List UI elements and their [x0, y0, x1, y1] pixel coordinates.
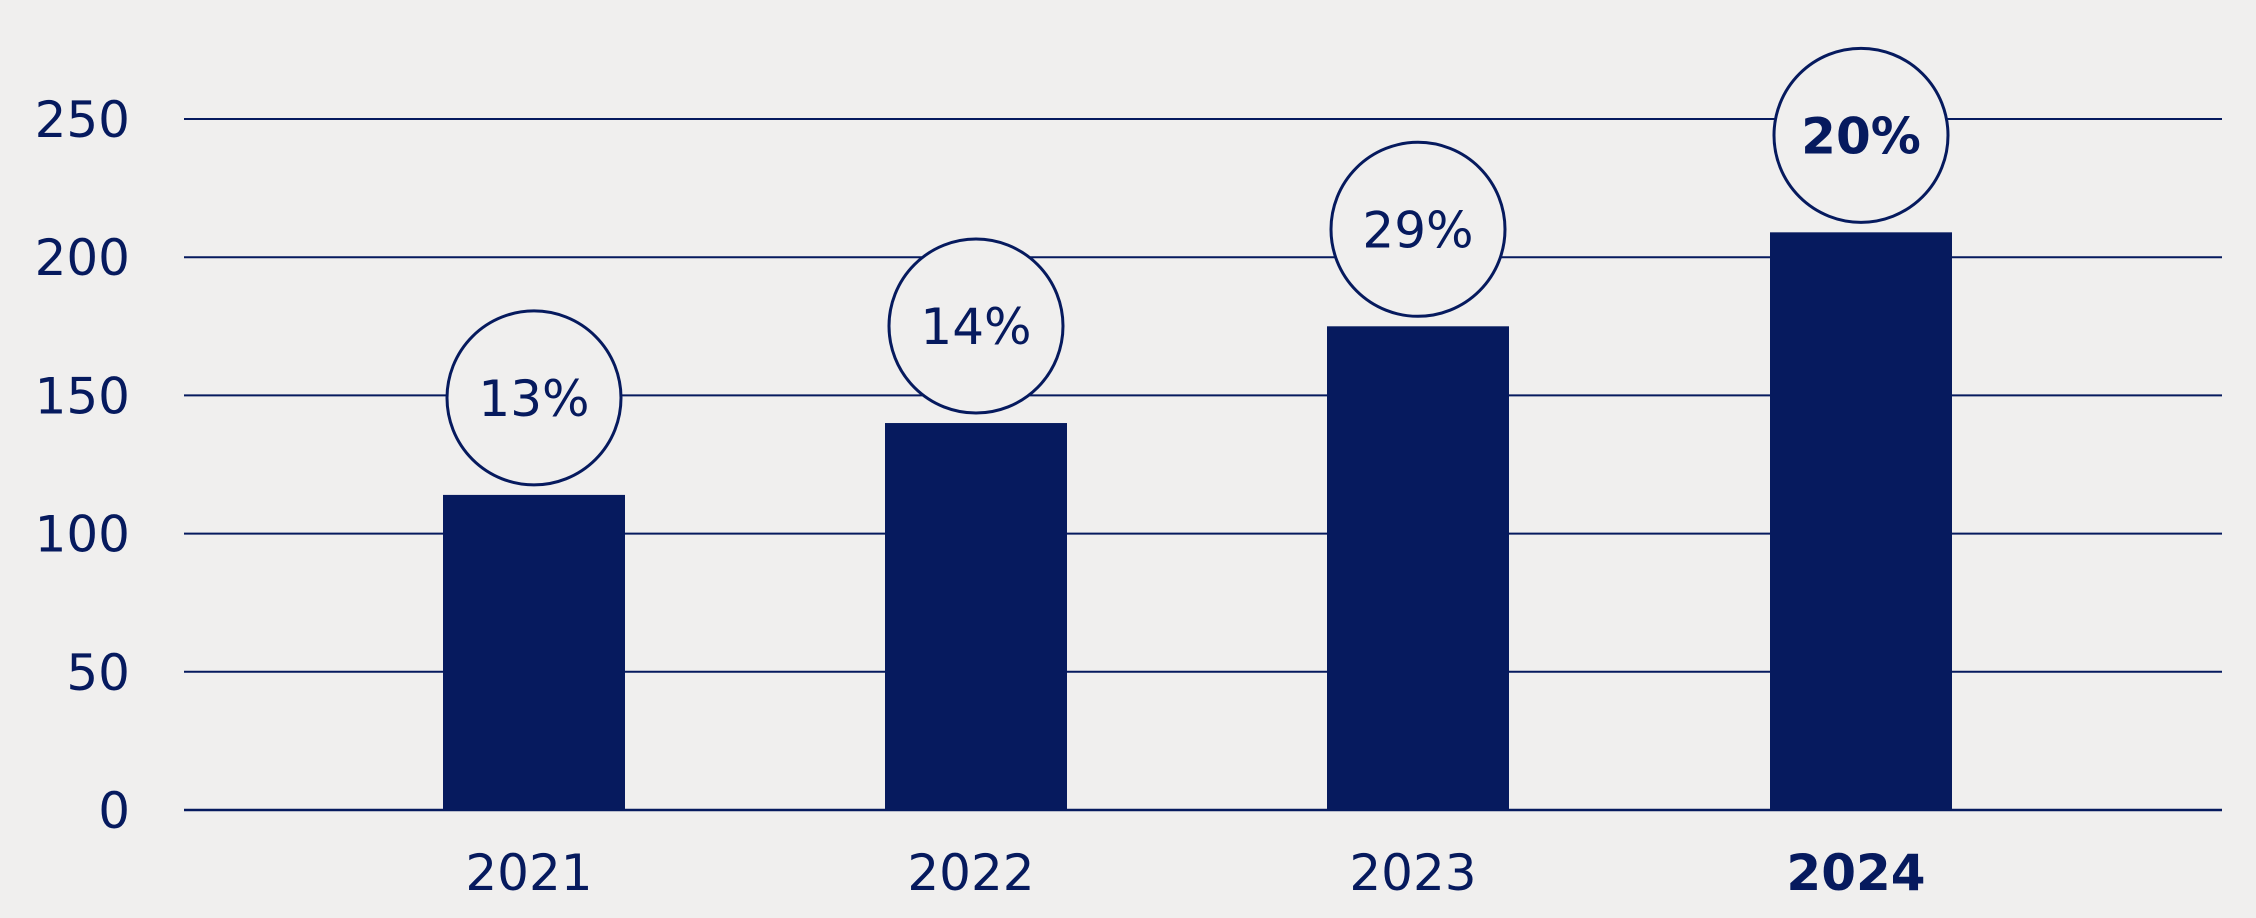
y-tick-label: 0	[98, 782, 130, 840]
growth-label-2024: 20%	[1801, 107, 1921, 165]
growth-label-2022: 14%	[920, 298, 1031, 356]
bar-2023	[1327, 326, 1509, 810]
y-tick-label: 250	[35, 91, 130, 149]
x-axis-labels: 2021 2022 2023 2024	[465, 844, 1925, 902]
y-axis-ticks: 0 50 100 150 200 250	[35, 91, 130, 840]
growth-label-2021: 13%	[478, 370, 589, 428]
x-tick-label-2024: 2024	[1786, 844, 1925, 902]
growth-label-2023: 29%	[1362, 201, 1473, 259]
growth-bubble-2021	[445, 309, 623, 487]
y-tick-label: 100	[35, 506, 130, 564]
x-tick-label-2022: 2022	[907, 844, 1034, 902]
growth-bubble-2022	[887, 237, 1065, 415]
bar-2024	[1770, 232, 1952, 811]
y-tick-label: 150	[35, 367, 130, 425]
bar-2021	[443, 494, 625, 810]
growth-bubbles: 13% 14% 29% 20%	[445, 46, 1950, 487]
x-tick-label-2023: 2023	[1349, 844, 1476, 902]
growth-bubble-2024	[1772, 46, 1950, 224]
y-tick-label: 50	[66, 644, 130, 702]
bar-2022	[885, 423, 1067, 810]
y-tick-label: 200	[35, 229, 130, 287]
x-tick-label-2021: 2021	[465, 844, 592, 902]
bars	[443, 232, 1952, 811]
growth-bubble-2023	[1329, 140, 1507, 318]
